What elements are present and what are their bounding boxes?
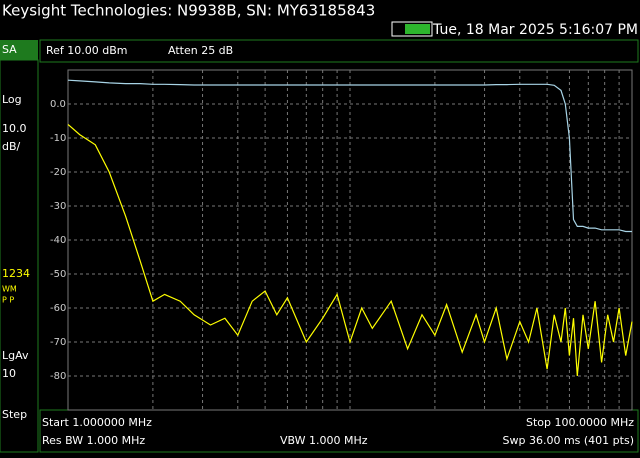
side-label: LgAv <box>2 349 29 362</box>
side-label: 10.0 <box>2 122 27 135</box>
battery <box>391 21 433 37</box>
attenuation: Atten 25 dB <box>168 44 233 57</box>
sweep: Swp 36.00 ms (401 pts) <box>503 434 635 447</box>
side-panel <box>0 59 39 453</box>
rbw: Res BW 1.000 MHz <box>42 434 145 447</box>
y-tick-label: -70 <box>50 337 66 348</box>
ref-level: Ref 10.00 dBm <box>46 44 128 57</box>
y-tick-label: -20 <box>50 167 66 178</box>
trace <box>67 123 633 377</box>
side-label: P P <box>2 296 14 305</box>
info-bar <box>39 39 639 63</box>
y-tick-label: -50 <box>50 269 66 280</box>
datetime: Tue, 18 Mar 2025 5:16:07 PM <box>432 22 638 38</box>
trace <box>67 79 632 233</box>
side-label: dB/ <box>2 140 21 153</box>
y-tick-label: -60 <box>50 303 66 314</box>
y-tick-label: -80 <box>50 371 66 382</box>
vbw: VBW 1.000 MHz <box>280 434 368 447</box>
battery-level <box>405 24 430 34</box>
stop-freq: Stop 100.0000 MHz <box>526 416 634 429</box>
side-label: SA <box>2 43 17 56</box>
side-label: WM <box>2 285 17 294</box>
y-tick-label: -30 <box>50 201 66 212</box>
side-label: 1234 <box>2 267 30 280</box>
y-tick-label: -10 <box>50 133 66 144</box>
side-label: 10 <box>2 367 16 380</box>
header: Keysight Technologies: N9938B, SN: MY631… <box>2 2 375 20</box>
y-tick-label: 0.0 <box>50 99 66 110</box>
y-tick-label: -40 <box>50 235 66 246</box>
mode-box <box>0 40 38 60</box>
start-freq: Start 1.000000 MHz <box>42 416 152 429</box>
side-label: Log <box>2 93 22 106</box>
side-label: Step <box>2 408 27 421</box>
